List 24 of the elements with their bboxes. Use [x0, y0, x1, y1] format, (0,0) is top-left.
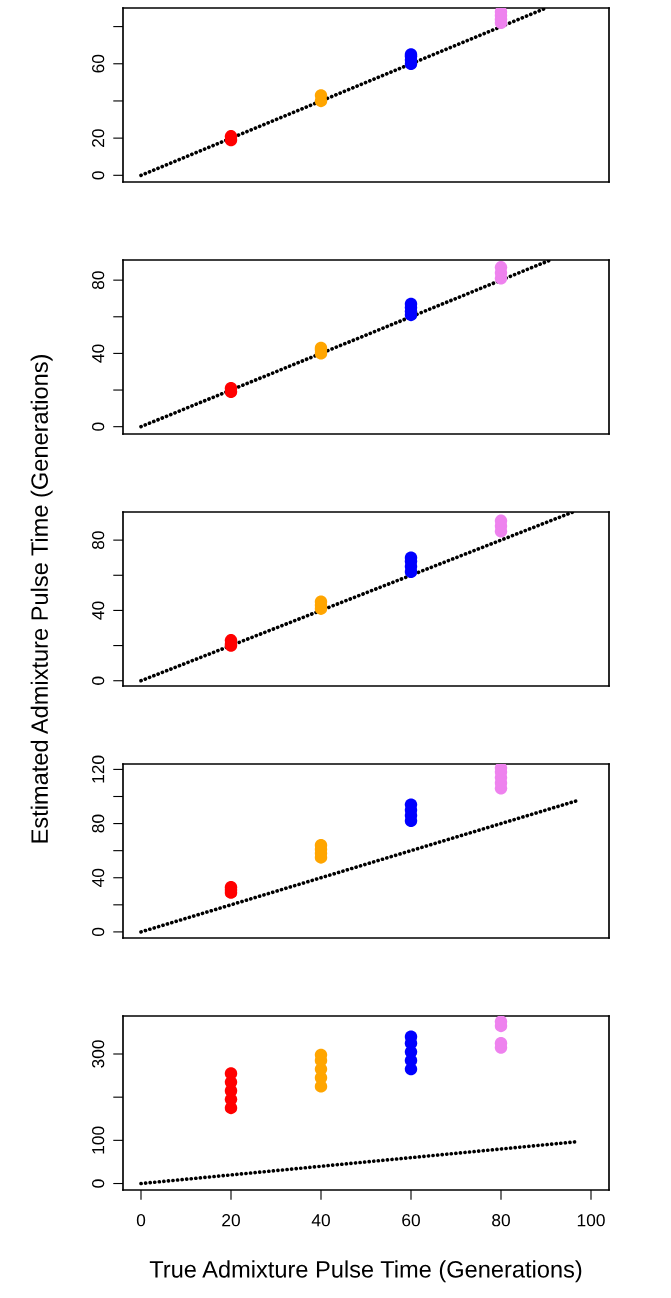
y-axis-title: Estimated Admixture Pulse Time (Generations)	[30, 355, 53, 843]
y-tick-label: 40	[92, 868, 105, 887]
y-tick-label: 20	[92, 129, 105, 147]
y-tick-label: 0	[92, 927, 105, 937]
y-tick-label: 0	[92, 171, 105, 180]
y-tick-label: 40	[92, 601, 105, 620]
y-tick-label: 100	[92, 1126, 105, 1154]
x-tick-label: 80	[492, 1214, 510, 1227]
y-tick-label: 0	[92, 676, 105, 685]
x-tick-label: 40	[311, 1214, 330, 1227]
y-tick-label: 60	[92, 54, 105, 73]
x-tick-label: 0	[136, 1214, 146, 1227]
y-tick-label: 0	[92, 1179, 105, 1188]
y-tick-label: 80	[92, 814, 105, 833]
y-tick-label: 80	[92, 271, 105, 290]
y-tick-label: 300	[92, 1040, 105, 1068]
y-tick-label: 120	[92, 755, 105, 783]
x-tick-label: 100	[577, 1214, 605, 1227]
x-tick-label: 60	[402, 1214, 420, 1227]
x-tick-label: 20	[222, 1214, 240, 1227]
y-tick-label: 0	[92, 422, 105, 431]
y-tick-label: 80	[92, 531, 105, 550]
y-tick-label: 40	[92, 344, 105, 363]
x-axis-title: True Admixture Pulse Time (Generations)	[149, 1260, 582, 1283]
